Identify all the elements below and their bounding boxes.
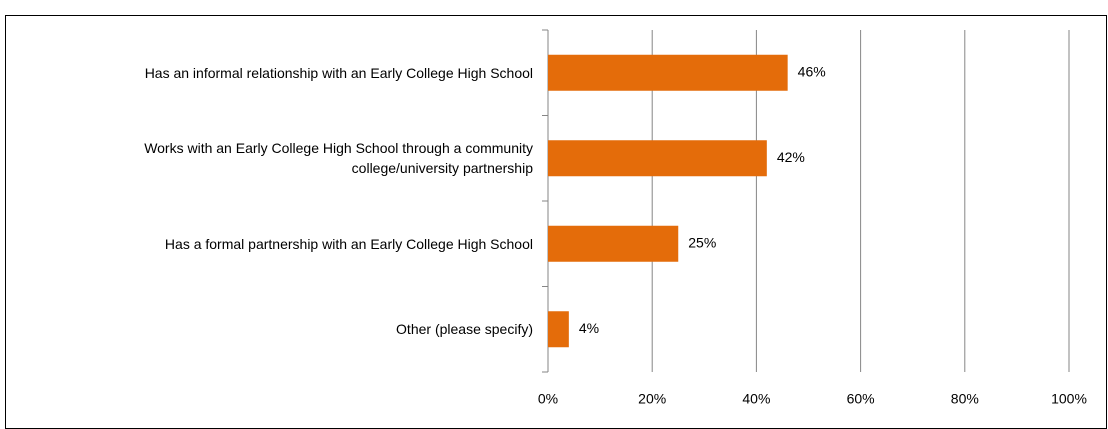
x-tick-label: 0% [538,391,558,407]
y-tick-label: Has an informal relationship with an Ear… [144,64,533,81]
bar [548,225,679,262]
y-tick-label: Other (please specify) [396,321,533,338]
bar [548,54,788,91]
x-tick-label: 20% [638,391,666,407]
bar [548,311,569,348]
value-label: 4% [579,320,599,336]
value-label: 46% [798,63,826,79]
x-tick-label: 80% [951,391,979,407]
value-label: 42% [777,149,805,165]
x-tick-label: 40% [742,391,770,407]
value-label: 25% [688,234,716,250]
y-tick-label: Works with an Early College High School … [144,140,533,177]
x-tick-label: 60% [847,391,875,407]
x-tick-label: 100% [1051,391,1087,407]
y-tick-label: Has a formal partnership with an Early C… [164,235,533,252]
bar [548,140,767,177]
